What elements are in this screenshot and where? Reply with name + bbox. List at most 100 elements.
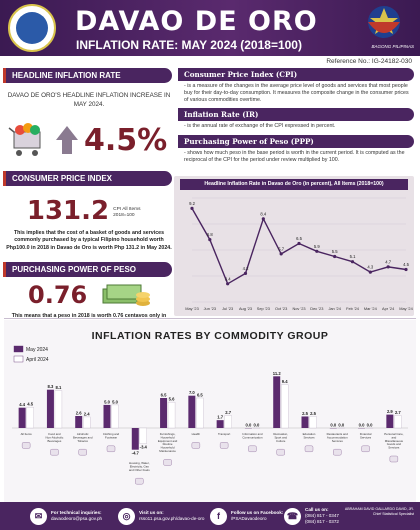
- phone-1[interactable]: (084) 817 - 0347: [305, 512, 339, 518]
- page-subtitle: INFLATION RATE: MAY 2024 (2018=100): [76, 38, 302, 52]
- line-data-label: 5.7: [278, 246, 284, 251]
- cpi-row: 131.2 CPI All Items 2018=100: [6, 196, 172, 226]
- line-point: [261, 217, 265, 221]
- commodity-icon: [361, 445, 370, 453]
- bar-category-label: Food and Non-Alcoholic Beverages: [46, 432, 64, 443]
- bar-data-label: 0.0: [338, 423, 344, 428]
- bar: [196, 397, 204, 429]
- bar-data-label: 2.5: [310, 411, 316, 416]
- phone-2[interactable]: (084) 817 - 0372: [305, 519, 339, 525]
- money-icon: [102, 284, 151, 307]
- bar-data-label: 0.0: [330, 423, 336, 428]
- line-data-label: 5.5: [332, 249, 338, 254]
- bar-data-label: 9.4: [282, 379, 288, 384]
- commodity-icon: [50, 448, 59, 456]
- line-data-label: 6.5: [296, 236, 302, 241]
- commodity-icon: [304, 445, 314, 453]
- bagong-pilipinas-label: BAGONG PILIPINAS: [371, 44, 414, 49]
- ppp-definition-label: Purchasing Power of Peso (PPP): [178, 134, 414, 148]
- commodity-icon: [219, 442, 229, 449]
- line-tick-label: Apr '24: [382, 306, 395, 311]
- line-data-label: 4.3: [367, 265, 373, 270]
- line-tick-label: May '24: [399, 306, 413, 311]
- bar: [46, 389, 54, 428]
- line-tick-label: Feb '24: [346, 306, 360, 311]
- commodity-icon: [78, 448, 87, 456]
- line-point: [386, 265, 390, 269]
- line-data-label: 4.2: [243, 266, 249, 271]
- line-point: [315, 249, 319, 253]
- footer: ✉ For technical inquiries: davaodeoro@psa…: [0, 502, 420, 530]
- cpi-note: CPI All Items 2018=100: [113, 206, 141, 218]
- email-title: For technical inquiries:: [51, 509, 102, 515]
- commodity-icon: [163, 459, 172, 466]
- line-data-label: 9.2: [189, 201, 195, 206]
- line-point: [226, 282, 230, 286]
- footer-phone: ☎ Call us on: (084) 817 - 0347 (084) 817 -…: [284, 506, 339, 526]
- email-address[interactable]: davaodeoro@psa.gov.ph: [51, 516, 103, 521]
- headline-inflation-label: HEADLINE INFLATION RATE: [3, 68, 172, 83]
- bar-data-label: 8.1: [56, 385, 62, 390]
- bar-data-label: 11.2: [273, 371, 282, 376]
- bar: [309, 416, 317, 429]
- facebook-icon: f: [210, 507, 227, 525]
- ir-definition-label: Inflation Rate (IR): [178, 108, 414, 122]
- bar-data-label: 0.0: [359, 423, 365, 428]
- cpi-text: This implies that the cost of a basket o…: [6, 230, 172, 251]
- line-point: [243, 271, 248, 275]
- bar-data-label: -3.4: [140, 445, 148, 450]
- commodity-icon: [276, 448, 285, 456]
- line-point: [208, 238, 212, 242]
- bar: [386, 414, 394, 428]
- bar: [111, 404, 119, 429]
- line-point: [333, 254, 337, 259]
- facebook-title: Follow us on Facebook:: [231, 509, 284, 515]
- line-data-label: 4.5: [403, 262, 409, 267]
- bar: [394, 415, 402, 429]
- bar-category-label: Education Services: [303, 432, 316, 439]
- bar: [83, 416, 91, 429]
- cpi-value: 131.2: [26, 196, 110, 226]
- header-banner: DAVAO DE ORO INFLATION RATE: MAY 2024 (2…: [0, 0, 420, 56]
- line-point: [350, 260, 355, 264]
- signatory-name: ABRAHAM DAVID GALLARDO DAVID, JR.: [344, 507, 414, 511]
- definitions-column: Consumer Price Index (CPI) - is a measur…: [178, 68, 414, 168]
- ppp-label: PURCHASING POWER OF PESO: [3, 262, 172, 278]
- bar-data-label: 5.6: [169, 397, 175, 402]
- line-tick-label: Jan '24: [328, 306, 341, 311]
- bar-data-label: 4.5: [27, 402, 33, 407]
- bar-category-label: Personal Care, and Miscellaneous Goods and S…: [384, 432, 403, 450]
- facebook-link[interactable]: /PSADavaodeoro: [231, 516, 267, 521]
- line-data-label: 4.7: [385, 259, 391, 264]
- line-data-label: 8.4: [260, 211, 266, 216]
- line-chart-svg: 9.2 May '23 6.8 Jun '23 3.4 Jul '23 4.2 Aug '23…: [185, 197, 414, 311]
- website-link[interactable]: rsso11.psa.gov.ph/davao-de-oro: [139, 516, 205, 521]
- line-point: [368, 270, 372, 274]
- line-tick-label: Nov '23: [292, 306, 305, 311]
- bar-data-label: 2.5: [302, 411, 308, 416]
- bar-data-label: 4.4: [19, 402, 25, 407]
- bar: [160, 398, 168, 428]
- bar: [139, 427, 147, 444]
- line-point: [297, 241, 301, 246]
- bar-data-label: 5.0: [112, 399, 118, 404]
- line-tick-label: May '23: [185, 306, 199, 311]
- commodity-icon: [21, 442, 31, 449]
- headline-inflation-row: 4.5%: [6, 115, 172, 165]
- bar-data-label: 5.0: [104, 399, 110, 404]
- bar-category-label: Transport: [218, 432, 230, 436]
- mail-icon: ✉: [30, 507, 47, 525]
- bar: [26, 407, 34, 429]
- bar: [75, 416, 83, 428]
- bar-chart-title: INFLATION RATES BY COMMODITY GROUP: [91, 330, 329, 342]
- bar-data-label: 6.5: [161, 393, 167, 398]
- bar: [281, 384, 289, 429]
- bar-data-label: 0.0: [246, 423, 252, 428]
- bar-data-label: 6.5: [197, 393, 203, 398]
- line-data-label: 5.9: [314, 244, 320, 249]
- cpi-definition-label: Consumer Price Index (CPI): [178, 68, 414, 81]
- bar-category-label: Alcoholic Beverages and Tobacco: [73, 432, 93, 443]
- bar-category-label: Clothing and Footwear: [103, 432, 120, 439]
- line-point: [404, 267, 408, 272]
- headline-inflation-text: DAVAO DE ORO'S HEADLINE INFLATION INCREA…: [7, 92, 171, 108]
